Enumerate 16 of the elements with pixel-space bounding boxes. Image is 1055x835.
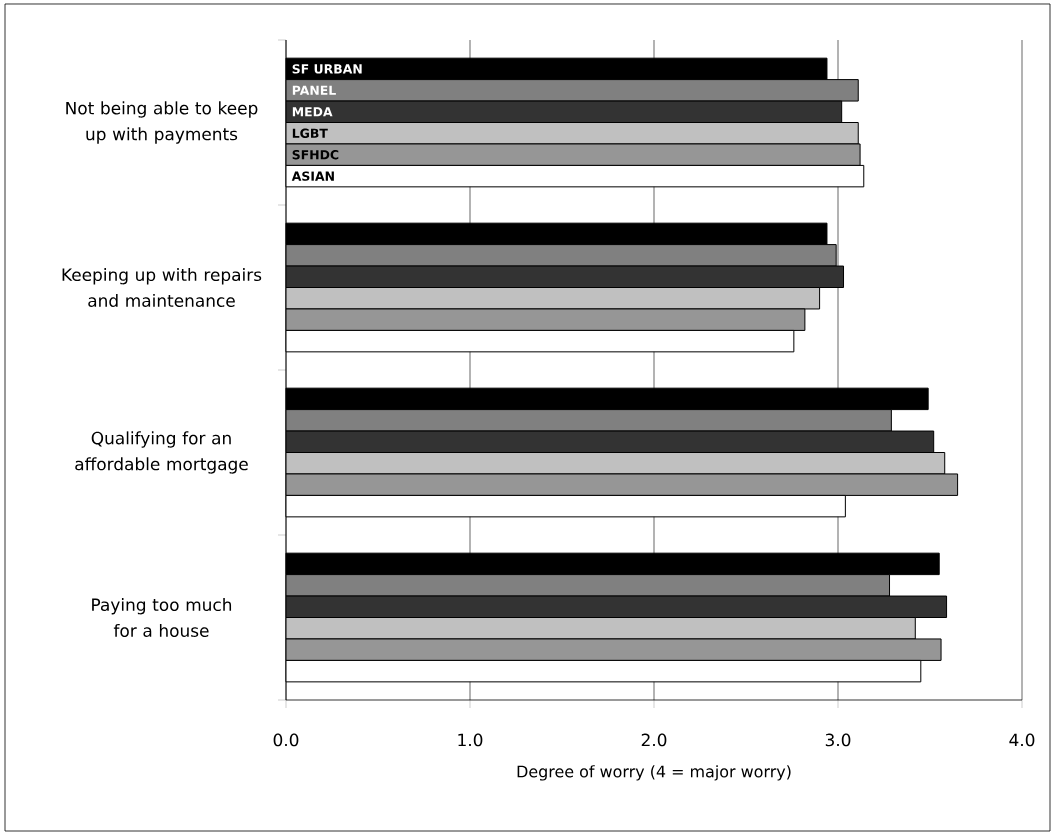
y-tick-label: Qualifying for an affordable mortgage [75,431,248,474]
series-label: SF URBAN [292,64,362,74]
x-axis-title: Degree of worry (4 = major worry) [517,765,791,781]
series-label: MEDA [292,107,333,117]
series-label: LGBT [292,128,328,138]
y-tick-label: Keeping up with repairs and maintenance [62,267,262,308]
x-tick-label: 0.0 [273,733,299,747]
series-label: ASIAN [291,171,334,181]
x-tick-label: 3.0 [825,733,851,747]
y-tick-label: Not being able to keep up with payments [66,101,258,144]
y-tick-label: Paying too much for a house [92,597,232,638]
series-label: PANEL [292,85,336,95]
x-tick-label: 2.0 [641,733,667,747]
series-label: SFHDC [292,149,339,160]
x-tick-label: 4.0 [1009,733,1035,747]
x-tick-label: 1.0 [458,733,483,747]
